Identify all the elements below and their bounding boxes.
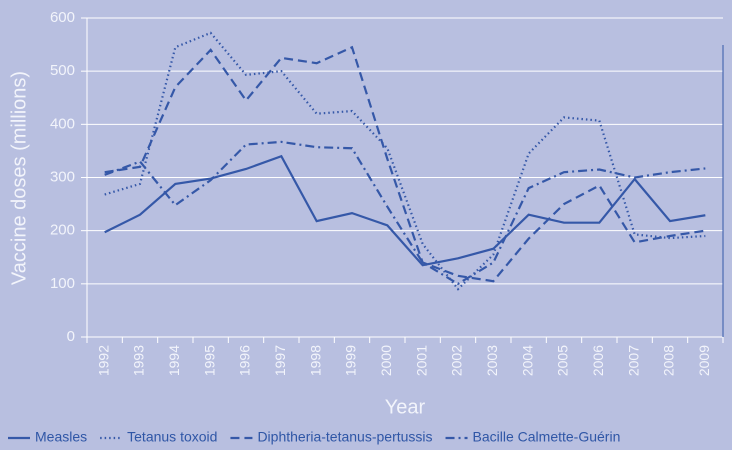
x-tick-label: 2000 xyxy=(378,345,394,376)
x-tick-label: 1995 xyxy=(201,345,217,376)
legend-label: Measles xyxy=(35,429,87,445)
x-tick-label: 2006 xyxy=(590,345,606,376)
legend-label: Bacille Calmette-Guérin xyxy=(473,429,621,445)
legend-label: Diphtheria-tetanus-pertussis xyxy=(257,429,432,445)
series-line xyxy=(104,154,706,267)
x-tick-label: 1997 xyxy=(272,345,288,376)
y-tick-label: 0 xyxy=(67,328,75,345)
x-axis-title: Year xyxy=(385,396,426,418)
series-line xyxy=(104,140,706,286)
x-tick-label: 1996 xyxy=(237,345,253,376)
x-tick-label: 2005 xyxy=(555,345,571,376)
series-line xyxy=(104,45,706,283)
series-line xyxy=(104,31,706,291)
y-axis-title: Vaccine doses (millions) xyxy=(8,71,30,285)
x-tick-label: 1998 xyxy=(307,345,323,376)
y-tick-label: 300 xyxy=(50,168,75,185)
y-tick-label: 500 xyxy=(50,62,75,79)
x-tick-label: 2008 xyxy=(661,345,677,376)
x-tick-label: 2001 xyxy=(413,345,429,376)
y-tick-label: 600 xyxy=(50,9,75,26)
x-tick-label: 2002 xyxy=(449,345,465,376)
y-tick-label: 400 xyxy=(50,115,75,132)
x-tick-label: 2003 xyxy=(484,345,500,376)
x-tick-label: 1993 xyxy=(131,345,147,376)
x-tick-label: 1994 xyxy=(166,345,182,376)
x-tick-label: 2004 xyxy=(519,345,535,376)
x-tick-label: 1999 xyxy=(343,345,359,376)
x-tick-label: 2009 xyxy=(696,345,712,376)
y-tick-label: 100 xyxy=(50,275,75,292)
x-tick-label: 2007 xyxy=(625,345,641,376)
y-tick-label: 200 xyxy=(50,222,75,239)
x-tick-label: 1992 xyxy=(95,345,111,376)
legend-label: Tetanus toxoid xyxy=(127,429,217,445)
